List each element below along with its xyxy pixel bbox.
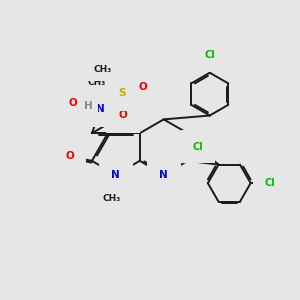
Text: Cl: Cl bbox=[204, 50, 215, 60]
Text: CH₃: CH₃ bbox=[87, 78, 106, 87]
Text: H: H bbox=[84, 101, 93, 112]
Text: S: S bbox=[118, 88, 125, 98]
Text: N: N bbox=[159, 170, 168, 180]
Text: CH₃: CH₃ bbox=[102, 194, 121, 203]
Text: CH₃: CH₃ bbox=[93, 65, 111, 74]
Text: Cl: Cl bbox=[265, 178, 275, 188]
Text: N: N bbox=[96, 104, 105, 114]
Text: O: O bbox=[138, 82, 147, 92]
Text: N: N bbox=[111, 170, 120, 180]
Text: Cl: Cl bbox=[192, 142, 203, 152]
Text: O: O bbox=[65, 152, 74, 161]
Text: O: O bbox=[68, 98, 77, 108]
Text: O: O bbox=[119, 110, 128, 120]
